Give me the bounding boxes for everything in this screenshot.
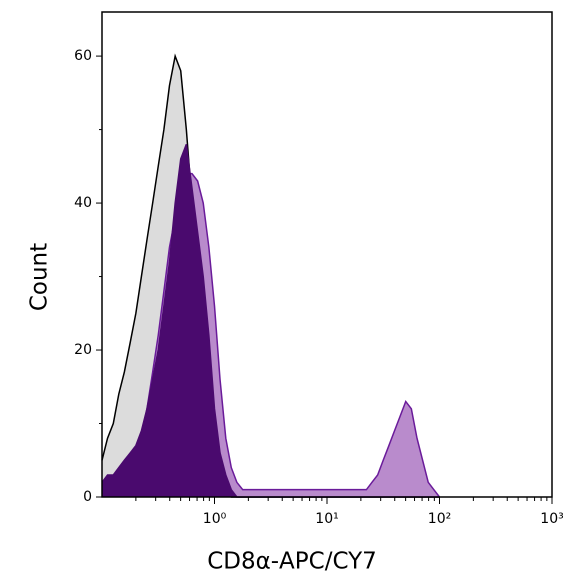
histogram-outline	[102, 172, 441, 498]
x-axis-label: CD8α-APC/CY7	[207, 549, 377, 575]
x-tick-label: 10¹	[315, 511, 338, 527]
y-axis-label: Count	[27, 243, 53, 311]
y-tick-label: 40	[74, 195, 92, 211]
y-tick-label: 60	[74, 48, 92, 64]
x-tick-label: 10⁰	[203, 511, 227, 527]
y-tick-label: 0	[83, 489, 92, 505]
x-tick-label: 10³	[540, 511, 563, 527]
x-tick-label: 10²	[428, 511, 451, 527]
area-fill	[102, 144, 440, 498]
y-tick-label: 20	[74, 342, 92, 358]
